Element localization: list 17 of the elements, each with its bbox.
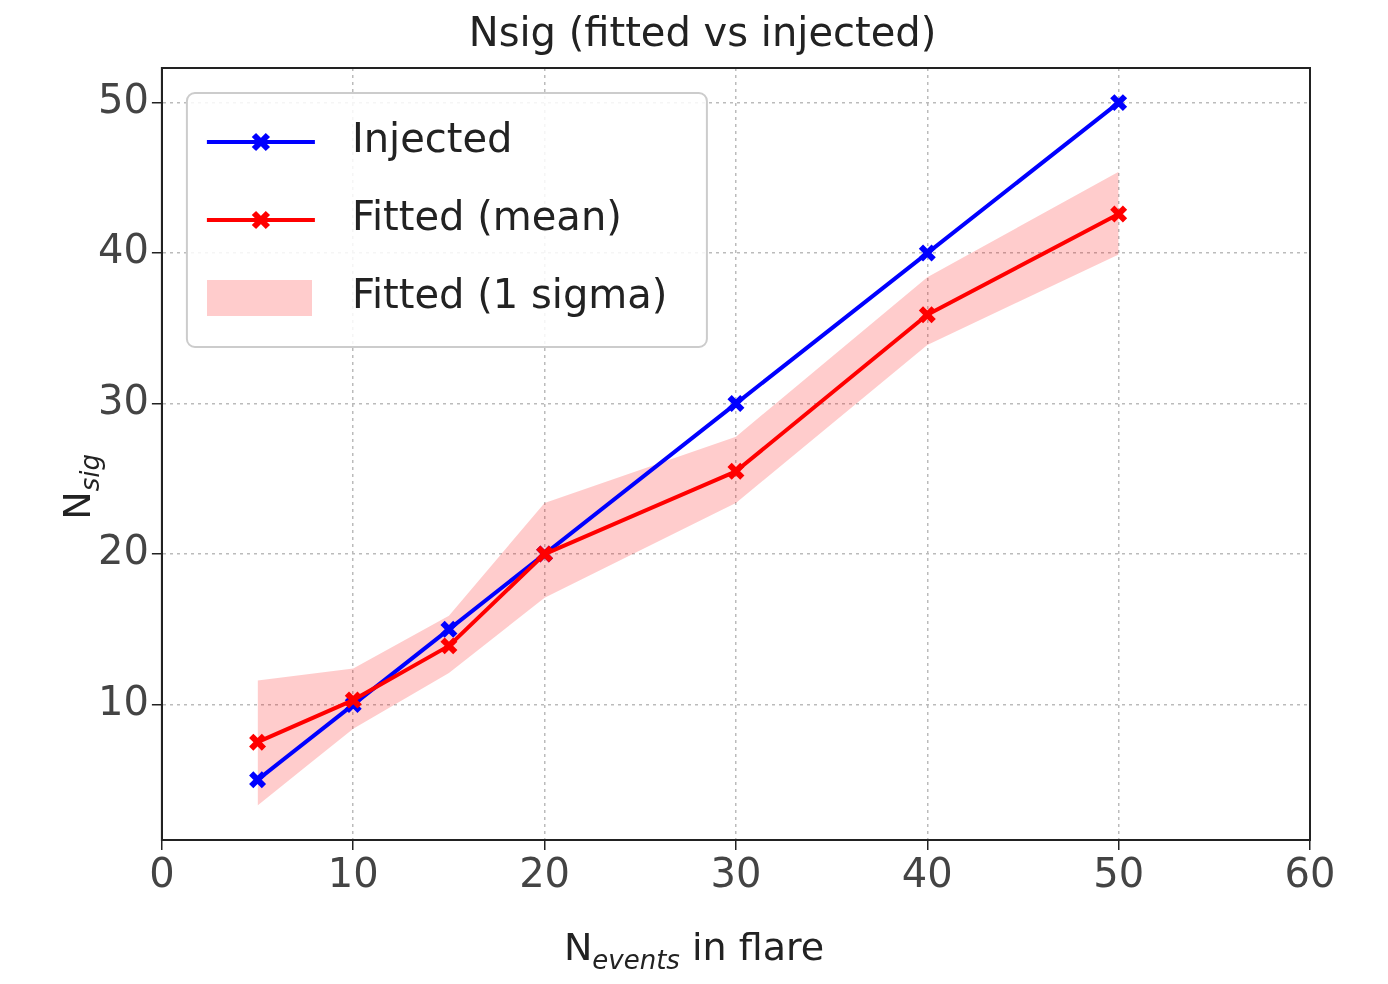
- x-tick-label: 10: [327, 850, 379, 897]
- x-tick-label: 0: [149, 850, 175, 897]
- x-tick-label: 40: [901, 850, 953, 897]
- y-tick-label: 40: [97, 226, 149, 273]
- x-tick-label: 30: [710, 850, 762, 897]
- legend-label: Injected: [351, 115, 513, 162]
- y-tick-label: 10: [97, 677, 149, 724]
- y-tick-label: 30: [97, 376, 149, 423]
- x-tick-label: 60: [1284, 850, 1336, 897]
- annotation: Fitted (1 sigma): [351, 271, 668, 318]
- legend-label: Fitted (mean): [351, 193, 622, 240]
- y-tick-label: 50: [97, 76, 149, 122]
- x-axis-title: N$_{events}$ in flare: [562, 925, 826, 975]
- x-tick-label: 50: [1093, 850, 1145, 897]
- y-tick-label: 20: [97, 527, 149, 574]
- chart-title: Nsig (fitted vs injected): [468, 9, 937, 56]
- x-tick-label: 20: [519, 850, 571, 897]
